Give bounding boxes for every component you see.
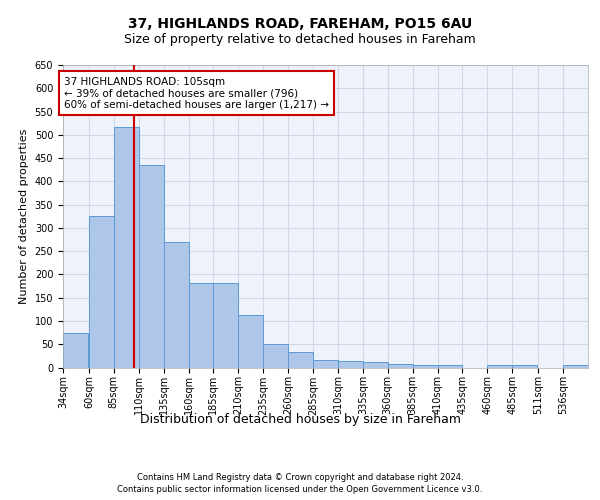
Bar xyxy=(487,365,512,368)
Bar xyxy=(512,365,537,368)
Text: 37 HIGHLANDS ROAD: 105sqm
← 39% of detached houses are smaller (796)
60% of semi: 37 HIGHLANDS ROAD: 105sqm ← 39% of detac… xyxy=(64,76,329,110)
Text: Contains public sector information licensed under the Open Government Licence v3: Contains public sector information licen… xyxy=(118,485,482,494)
Bar xyxy=(338,360,363,368)
Bar xyxy=(188,284,214,368)
Bar xyxy=(139,165,164,368)
Bar xyxy=(263,344,288,368)
Bar xyxy=(214,284,238,368)
Bar xyxy=(164,242,188,368)
Bar xyxy=(114,128,139,368)
Bar xyxy=(89,216,114,368)
Bar xyxy=(63,332,88,368)
Bar xyxy=(288,352,313,368)
Text: Contains HM Land Registry data © Crown copyright and database right 2024.: Contains HM Land Registry data © Crown c… xyxy=(137,472,463,482)
Y-axis label: Number of detached properties: Number of detached properties xyxy=(19,128,29,304)
Text: Distribution of detached houses by size in Fareham: Distribution of detached houses by size … xyxy=(139,412,461,426)
Bar xyxy=(413,365,437,368)
Bar xyxy=(363,362,388,368)
Bar xyxy=(313,360,338,368)
Bar xyxy=(563,365,588,368)
Text: 37, HIGHLANDS ROAD, FAREHAM, PO15 6AU: 37, HIGHLANDS ROAD, FAREHAM, PO15 6AU xyxy=(128,18,472,32)
Bar xyxy=(388,364,413,368)
Bar xyxy=(437,365,463,368)
Text: Size of property relative to detached houses in Fareham: Size of property relative to detached ho… xyxy=(124,32,476,46)
Bar xyxy=(238,315,263,368)
